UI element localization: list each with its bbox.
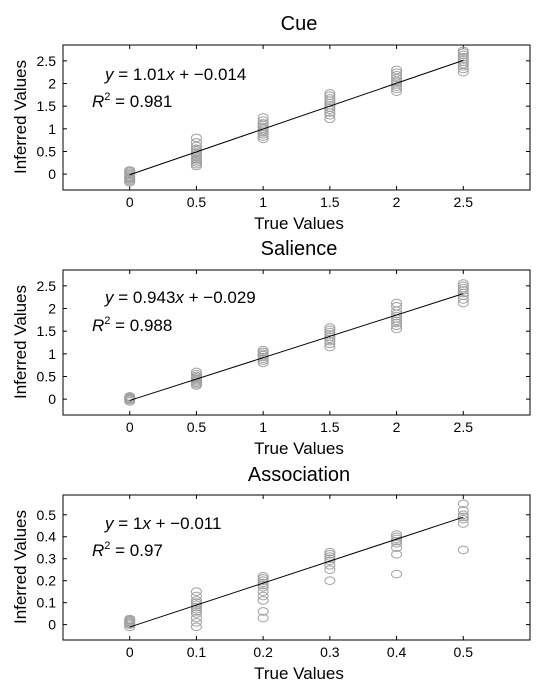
data-point	[258, 597, 268, 605]
y-tick-label: 1	[48, 121, 56, 137]
y-tick-label: 0.3	[37, 551, 57, 567]
data-point	[458, 515, 468, 523]
x-tick-label: 0	[126, 419, 134, 435]
data-point	[325, 90, 335, 98]
x-tick-label: 0.1	[187, 644, 207, 660]
x-tick-label: 1.5	[320, 194, 340, 210]
y-tick-label: 0	[48, 391, 56, 407]
data-point	[392, 570, 402, 578]
x-tick-label: 0.3	[320, 644, 340, 660]
r-squared-label: R2 = 0.97	[92, 540, 163, 560]
x-tick-label: 2.5	[454, 419, 474, 435]
x-tick-label: 1	[259, 194, 267, 210]
panel-salience: Salience True Values Inferred Values y =…	[11, 238, 530, 458]
panel-association: Association True Values Inferred Values …	[11, 464, 530, 683]
y-tick-label: 0.2	[37, 573, 57, 589]
y-tick-label: 0	[48, 617, 56, 633]
y-axis-label: Inferred Values	[11, 285, 30, 399]
y-tick-label: 2	[48, 76, 56, 92]
chart-title: Salience	[261, 238, 338, 260]
x-tick-label: 2	[393, 419, 401, 435]
y-tick-label: 2.5	[37, 53, 57, 69]
x-axis-label: True Values	[254, 439, 344, 458]
x-tick-label: 2	[393, 194, 401, 210]
y-tick-label: 2.5	[37, 278, 57, 294]
fit-line	[130, 517, 464, 627]
data-point	[325, 577, 335, 585]
data-point	[458, 546, 468, 554]
y-tick-label: 1.5	[37, 323, 57, 339]
panel-cue: Cue True Values Inferred Values y = 1.01…	[11, 13, 530, 233]
data-point	[325, 553, 335, 561]
data-point	[458, 282, 468, 290]
x-tick-label: 0.5	[187, 194, 207, 210]
y-tick-label: 0	[48, 166, 56, 182]
y-tick-label: 1.5	[37, 98, 57, 114]
x-axis-label: True Values	[254, 214, 344, 233]
data-point	[325, 566, 335, 574]
data-point	[191, 623, 201, 631]
x-tick-label: 0.4	[387, 644, 407, 660]
y-tick-label: 0.4	[37, 529, 57, 545]
data-point	[258, 592, 268, 600]
y-axis-label: Inferred Values	[11, 510, 30, 624]
x-tick-label: 0	[126, 644, 134, 660]
x-tick-label: 0.5	[454, 644, 474, 660]
x-tick-label: 0.2	[253, 644, 273, 660]
y-tick-label: 0.5	[37, 143, 57, 159]
x-tick-label: 1	[259, 419, 267, 435]
x-axis-label: True Values	[254, 664, 344, 683]
y-tick-label: 0.5	[37, 368, 57, 384]
y-tick-label: 0.1	[37, 595, 57, 611]
fit-equation: y = 1.01x + −0.014	[104, 65, 246, 84]
fit-line	[130, 294, 464, 401]
y-tick-label: 0.5	[37, 507, 57, 523]
x-tick-label: 2.5	[454, 194, 474, 210]
x-tick-label: 0	[126, 194, 134, 210]
y-tick-label: 2	[48, 301, 56, 317]
data-point	[191, 134, 201, 142]
chart-title: Association	[248, 464, 350, 486]
chart-title: Cue	[281, 13, 318, 35]
x-tick-label: 0.5	[187, 419, 207, 435]
data-point	[191, 619, 201, 627]
fit-equation: y = 1x + −0.011	[104, 514, 221, 533]
y-tick-label: 1	[48, 346, 56, 362]
data-point	[191, 588, 201, 596]
r-squared-label: R2 = 0.981	[92, 91, 172, 111]
x-tick-label: 1.5	[320, 419, 340, 435]
r-squared-label: R2 = 0.988	[92, 315, 172, 335]
y-axis-label: Inferred Values	[11, 60, 30, 174]
data-point	[458, 284, 468, 292]
fit-equation: y = 0.943x + −0.029	[104, 288, 256, 307]
